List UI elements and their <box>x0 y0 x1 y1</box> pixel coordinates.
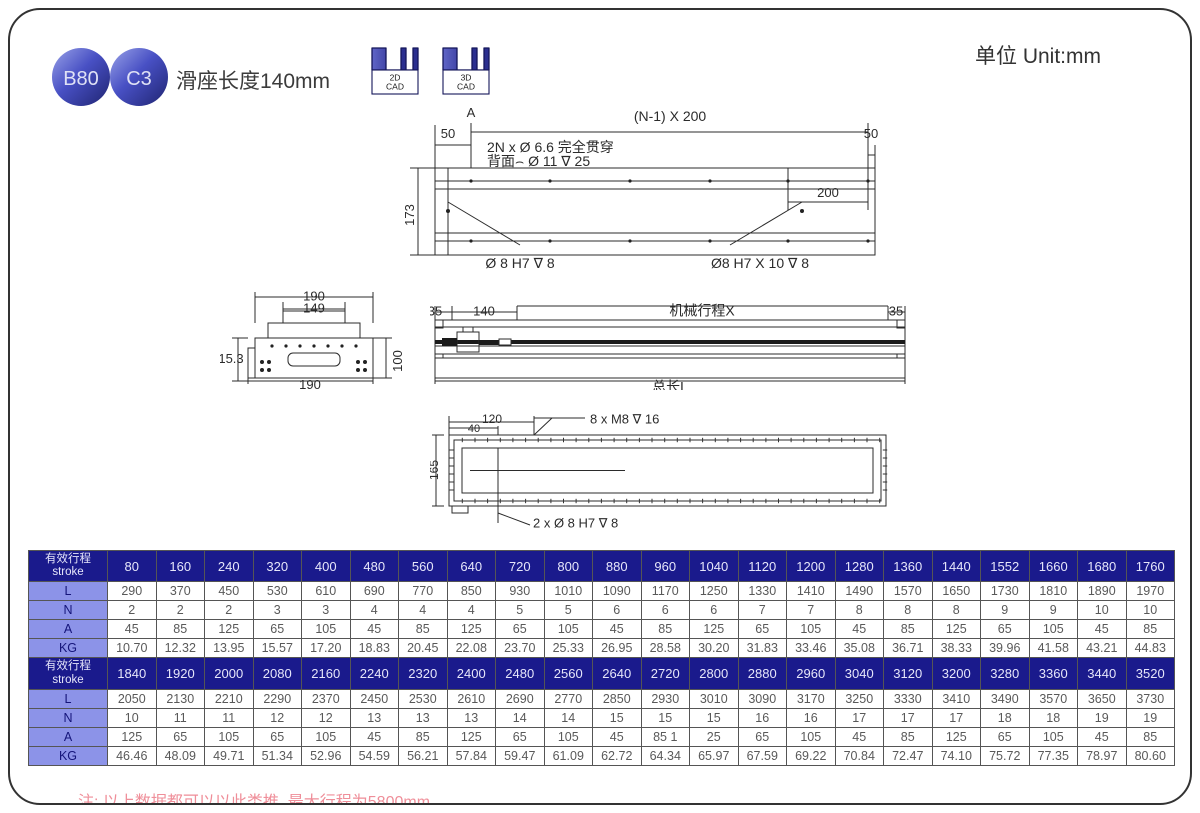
svg-text:35: 35 <box>889 304 903 319</box>
svg-text:8 x M8 ∇ 16: 8 x M8 ∇ 16 <box>590 412 659 427</box>
svg-text:173: 173 <box>402 204 417 226</box>
svg-text:A: A <box>467 105 476 120</box>
svg-text:Ø8 H7 X 10 ∇ 8: Ø8 H7 X 10 ∇ 8 <box>711 255 809 270</box>
svg-text:40: 40 <box>468 423 480 435</box>
svg-text:C3: C3 <box>126 68 152 90</box>
svg-text:15.3: 15.3 <box>220 351 244 366</box>
svg-text:背面⌢ Ø 11 ∇ 25: 背面⌢ Ø 11 ∇ 25 <box>487 153 590 169</box>
svg-text:B80: B80 <box>63 68 99 90</box>
svg-text:140: 140 <box>473 304 495 319</box>
svg-text:总长L: 总长L <box>652 378 688 390</box>
svg-text:Ø 8 H7 ∇ 8: Ø 8 H7 ∇ 8 <box>485 255 554 270</box>
svg-text:50: 50 <box>441 126 455 141</box>
svg-text:190: 190 <box>299 377 321 390</box>
svg-text:CAD: CAD <box>457 82 475 92</box>
svg-text:149: 149 <box>303 301 325 316</box>
svg-text:2 x Ø 8 H7 ∇ 8: 2 x Ø 8 H7 ∇ 8 <box>533 516 618 531</box>
svg-text:100: 100 <box>390 350 405 372</box>
svg-text:CAD: CAD <box>386 82 404 92</box>
svg-text:(N-1) X 200: (N-1) X 200 <box>634 108 707 124</box>
svg-text:165: 165 <box>430 460 441 480</box>
svg-text:机械行程X: 机械行程X <box>669 302 735 318</box>
svg-text:50: 50 <box>864 126 878 141</box>
svg-text:200: 200 <box>817 185 839 200</box>
svg-text:35: 35 <box>430 304 442 319</box>
svg-text:120: 120 <box>482 412 502 426</box>
